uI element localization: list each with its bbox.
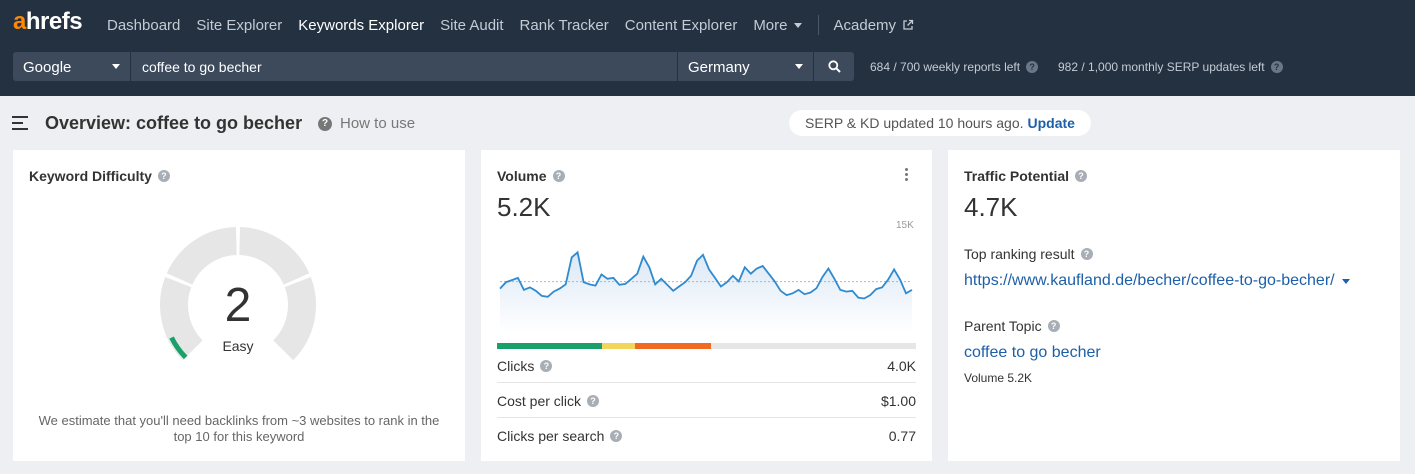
nav-keywords-explorer[interactable]: Keywords Explorer	[298, 16, 425, 34]
metric-row: Clicks? 4.0K	[497, 358, 916, 374]
country-select[interactable]: Germany	[678, 52, 813, 81]
caret-down-icon	[112, 64, 120, 69]
nav-more-menu[interactable]: More	[753, 16, 802, 34]
weekly-quota: 684 / 700 weekly reports left?	[870, 60, 1039, 74]
kd-title-text: Keyword Difficulty	[29, 168, 152, 184]
help-icon[interactable]: ?	[1270, 61, 1283, 73]
metric-label: Clicks	[497, 358, 535, 374]
metric-value: 4.0K	[887, 358, 916, 374]
help-icon[interactable]: ?	[157, 170, 170, 182]
nav-more-label: More	[753, 16, 788, 34]
keyword-search-input[interactable]	[131, 52, 677, 81]
clicks-segment	[601, 343, 636, 349]
clicks-distribution-bar	[497, 343, 916, 349]
search-button[interactable]	[814, 52, 854, 81]
search-engine-value: Google	[23, 59, 72, 76]
weekly-quota-text: 684 / 700 weekly reports left	[870, 60, 1021, 74]
metric-label: Clicks per search	[497, 428, 605, 444]
top-navigation-bar: ahrefs Dashboard Site Explorer Keywords …	[0, 0, 1415, 96]
caret-down-icon	[795, 64, 803, 69]
kd-gauge-segment	[272, 277, 316, 360]
volume-value: 5.2K	[497, 192, 551, 222]
volume-trend-chart	[499, 250, 913, 333]
volume-trend-line	[499, 250, 913, 300]
parent-topic-link[interactable]: coffee to go becher	[964, 344, 1101, 361]
how-to-use-label: How to use	[340, 115, 416, 132]
traffic-title: Traffic Potential?	[964, 168, 1088, 184]
kd-note: We estimate that you'll need backlinks f…	[38, 413, 440, 444]
volume-title: Volume?	[497, 168, 565, 184]
traffic-title-text: Traffic Potential	[964, 168, 1070, 184]
nav-site-explorer[interactable]: Site Explorer	[196, 16, 283, 34]
kd-label: Easy	[222, 338, 254, 354]
nav-academy-label: Academy	[833, 16, 897, 34]
help-icon[interactable]: ?	[540, 360, 553, 372]
traffic-potential-card: Traffic Potential? 4.7K Top ranking resu…	[948, 150, 1400, 461]
external-link-icon	[903, 19, 914, 30]
help-icon[interactable]: ?	[1075, 170, 1088, 182]
monthly-quota-text: 982 / 1,000 monthly SERP updates left	[1058, 60, 1265, 74]
parent-topic-volume: Volume 5.2K	[964, 371, 1033, 385]
kd-title: Keyword Difficulty?	[29, 168, 170, 184]
clicks-segment	[497, 343, 602, 349]
top-result-link[interactable]: https://www.kaufland.de/becher/coffee-to…	[964, 272, 1350, 290]
help-icon[interactable]: ?	[1026, 61, 1039, 73]
metric-value: 0.77	[888, 428, 916, 444]
metric-label: Cost per click	[497, 393, 582, 409]
monthly-quota: 982 / 1,000 monthly SERP updates left?	[1058, 60, 1283, 74]
nav-content-explorer[interactable]: Content Explorer	[624, 16, 738, 34]
nav-dashboard[interactable]: Dashboard	[107, 16, 181, 34]
search-icon	[827, 60, 841, 73]
search-engine-select[interactable]: Google	[13, 52, 130, 81]
metric-row: Clicks per search? 0.77	[497, 428, 916, 444]
main-nav: Dashboard Site Explorer Keywords Explore…	[107, 15, 930, 35]
top-result-label-text: Top ranking result	[964, 246, 1075, 262]
hamburger-menu-icon[interactable]	[12, 116, 28, 134]
traffic-value: 4.7K	[964, 192, 1018, 222]
help-icon[interactable]: ?	[552, 170, 565, 182]
kd-gauge-fill	[169, 336, 188, 360]
page-title: Overview: coffee to go becher	[45, 113, 303, 133]
help-icon[interactable]: ?	[587, 395, 600, 407]
caret-down-icon[interactable]	[1341, 278, 1350, 284]
volume-card: Volume? 5.2K 15K Clicks? 4.0K Cost per c…	[481, 150, 932, 461]
how-to-use-link[interactable]: ? How to use	[318, 115, 415, 132]
kd-gauge	[160, 227, 316, 360]
metric-value: $1.00	[880, 393, 916, 409]
parent-topic-label-text: Parent Topic	[964, 318, 1042, 334]
kd-value: 2	[224, 279, 252, 332]
top-result-label: Top ranking result?	[964, 246, 1093, 262]
divider	[497, 417, 916, 418]
top-result-url: https://www.kaufland.de/becher/coffee-to…	[964, 272, 1335, 289]
volume-title-text: Volume	[497, 168, 547, 184]
ahrefs-logo[interactable]: ahrefs	[13, 8, 83, 35]
country-value: Germany	[688, 59, 750, 76]
help-icon: ?	[318, 116, 332, 131]
nav-divider	[817, 15, 819, 35]
keyword-difficulty-card: Keyword Difficulty? 2 Easy We estimate t…	[13, 150, 465, 461]
metric-row: Cost per click? $1.00	[497, 393, 916, 409]
parent-topic-label: Parent Topic?	[964, 318, 1060, 334]
kd-gauge-segment	[160, 277, 204, 360]
more-options-icon[interactable]	[905, 168, 909, 183]
serp-status-pill: SERP & KD updated 10 hours ago. Update	[789, 110, 1091, 136]
nav-site-audit[interactable]: Site Audit	[440, 16, 504, 34]
kd-gauge-track	[160, 227, 316, 360]
clicks-segment	[635, 343, 711, 349]
update-link[interactable]: Update	[1027, 115, 1075, 131]
nav-academy[interactable]: Academy	[834, 17, 915, 34]
help-icon[interactable]: ?	[1047, 320, 1060, 332]
kd-gauge-segment	[166, 227, 238, 286]
volume-axis-max: 15K	[896, 220, 914, 231]
divider	[497, 382, 916, 383]
kd-gauge-segment	[238, 227, 310, 286]
caret-down-icon	[793, 22, 802, 28]
volume-trend-area	[500, 252, 912, 333]
help-icon[interactable]: ?	[1080, 248, 1093, 260]
serp-status-text: SERP & KD updated 10 hours ago.	[805, 115, 1024, 131]
nav-rank-tracker[interactable]: Rank Tracker	[519, 16, 609, 34]
help-icon[interactable]: ?	[610, 430, 623, 442]
